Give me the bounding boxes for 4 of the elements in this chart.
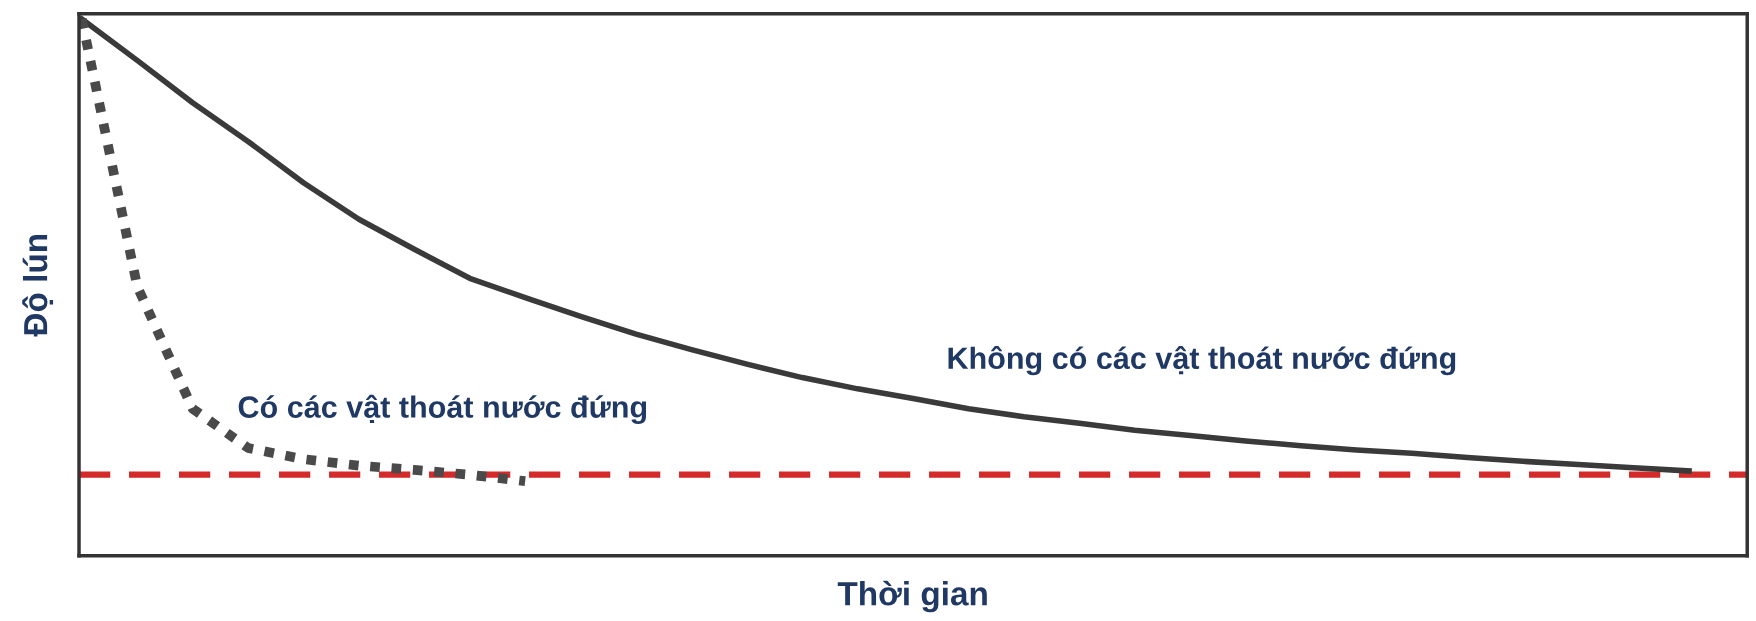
series-label: Có các vật thoát nước đứng — [238, 394, 647, 425]
x-axis-title: Thời gian — [837, 580, 987, 613]
y-axis-title: Độ lún — [22, 234, 54, 337]
series-label: Không có các vật thoát nước đứng — [948, 345, 1456, 376]
